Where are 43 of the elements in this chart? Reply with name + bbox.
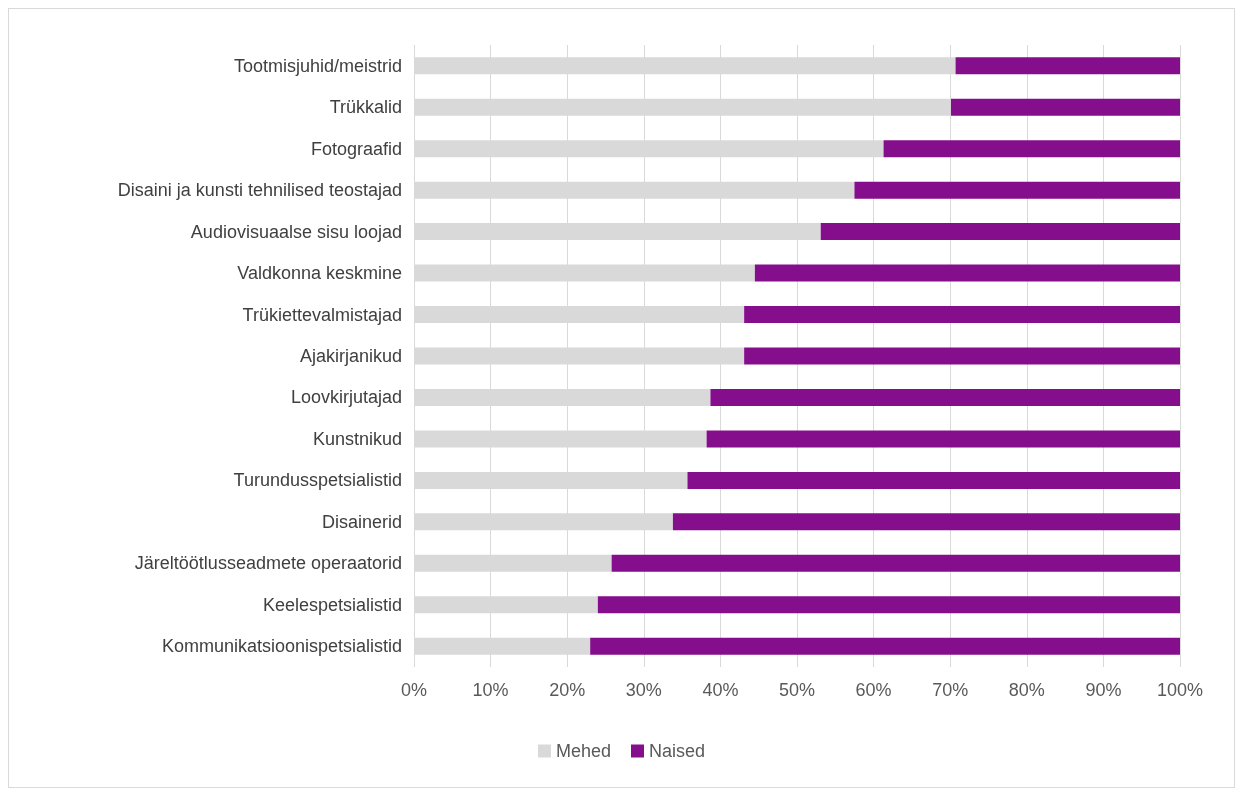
bar	[710, 388, 1180, 406]
bar	[597, 596, 1180, 614]
x-tick-label: 40%	[702, 680, 739, 700]
x-tick-label: 90%	[1085, 680, 1122, 700]
x-tick-label: 0%	[400, 680, 428, 700]
legend-label: Mehed	[555, 741, 612, 761]
y-tick-label: Audiovisuaalse sisu loojad	[190, 221, 402, 242]
y-tick-label: Kunstnikud	[312, 428, 402, 449]
y-tick-label: Trükiettevalmistajad	[242, 304, 402, 325]
y-tick-label: Trükkalid	[329, 97, 402, 118]
bar	[950, 98, 1180, 116]
y-tick-label: Keelespetsialistid	[262, 594, 402, 615]
bar	[706, 430, 1180, 448]
x-tick-label: 10%	[472, 680, 509, 700]
y-tick-label: Tootmisjuhid/meistrid	[233, 55, 402, 76]
y-tick-label: Järeltöötlusseadmete operaatorid	[134, 553, 402, 574]
x-tick-label: 20%	[549, 680, 586, 700]
y-tick-label: Kommunikatsioonispetsialistid	[161, 636, 402, 657]
bar	[754, 264, 1180, 282]
bar	[744, 347, 1180, 365]
bar	[672, 513, 1180, 531]
bar	[590, 637, 1180, 655]
y-tick-label: Loovkirjutajad	[290, 387, 402, 408]
bar	[883, 140, 1180, 158]
x-tick-label: 70%	[932, 680, 969, 700]
bar	[611, 554, 1180, 572]
x-tick-label: 50%	[778, 680, 816, 700]
y-tick-label: Fotograafid	[310, 138, 402, 159]
y-tick-label: Ajakirjanikud	[299, 346, 402, 366]
bar	[744, 306, 1180, 324]
y-tick-label: Turundusspetsialistid	[233, 470, 402, 491]
y-tick-label: Disaini ja kunsti tehnilised teostajad	[117, 180, 402, 201]
x-tick-label: 100%	[1156, 680, 1204, 700]
x-tick-label: 30%	[625, 680, 662, 700]
legend-label: Naised	[649, 741, 706, 761]
y-tick-label: Disainerid	[321, 511, 402, 532]
y-tick-label: Valdkonna keskmine	[237, 263, 402, 284]
bar	[820, 223, 1180, 241]
bar	[955, 57, 1180, 75]
x-tick-label: 80%	[1008, 680, 1045, 700]
bar	[854, 181, 1180, 199]
bar	[687, 471, 1180, 489]
x-tick-label: 60%	[855, 680, 892, 700]
